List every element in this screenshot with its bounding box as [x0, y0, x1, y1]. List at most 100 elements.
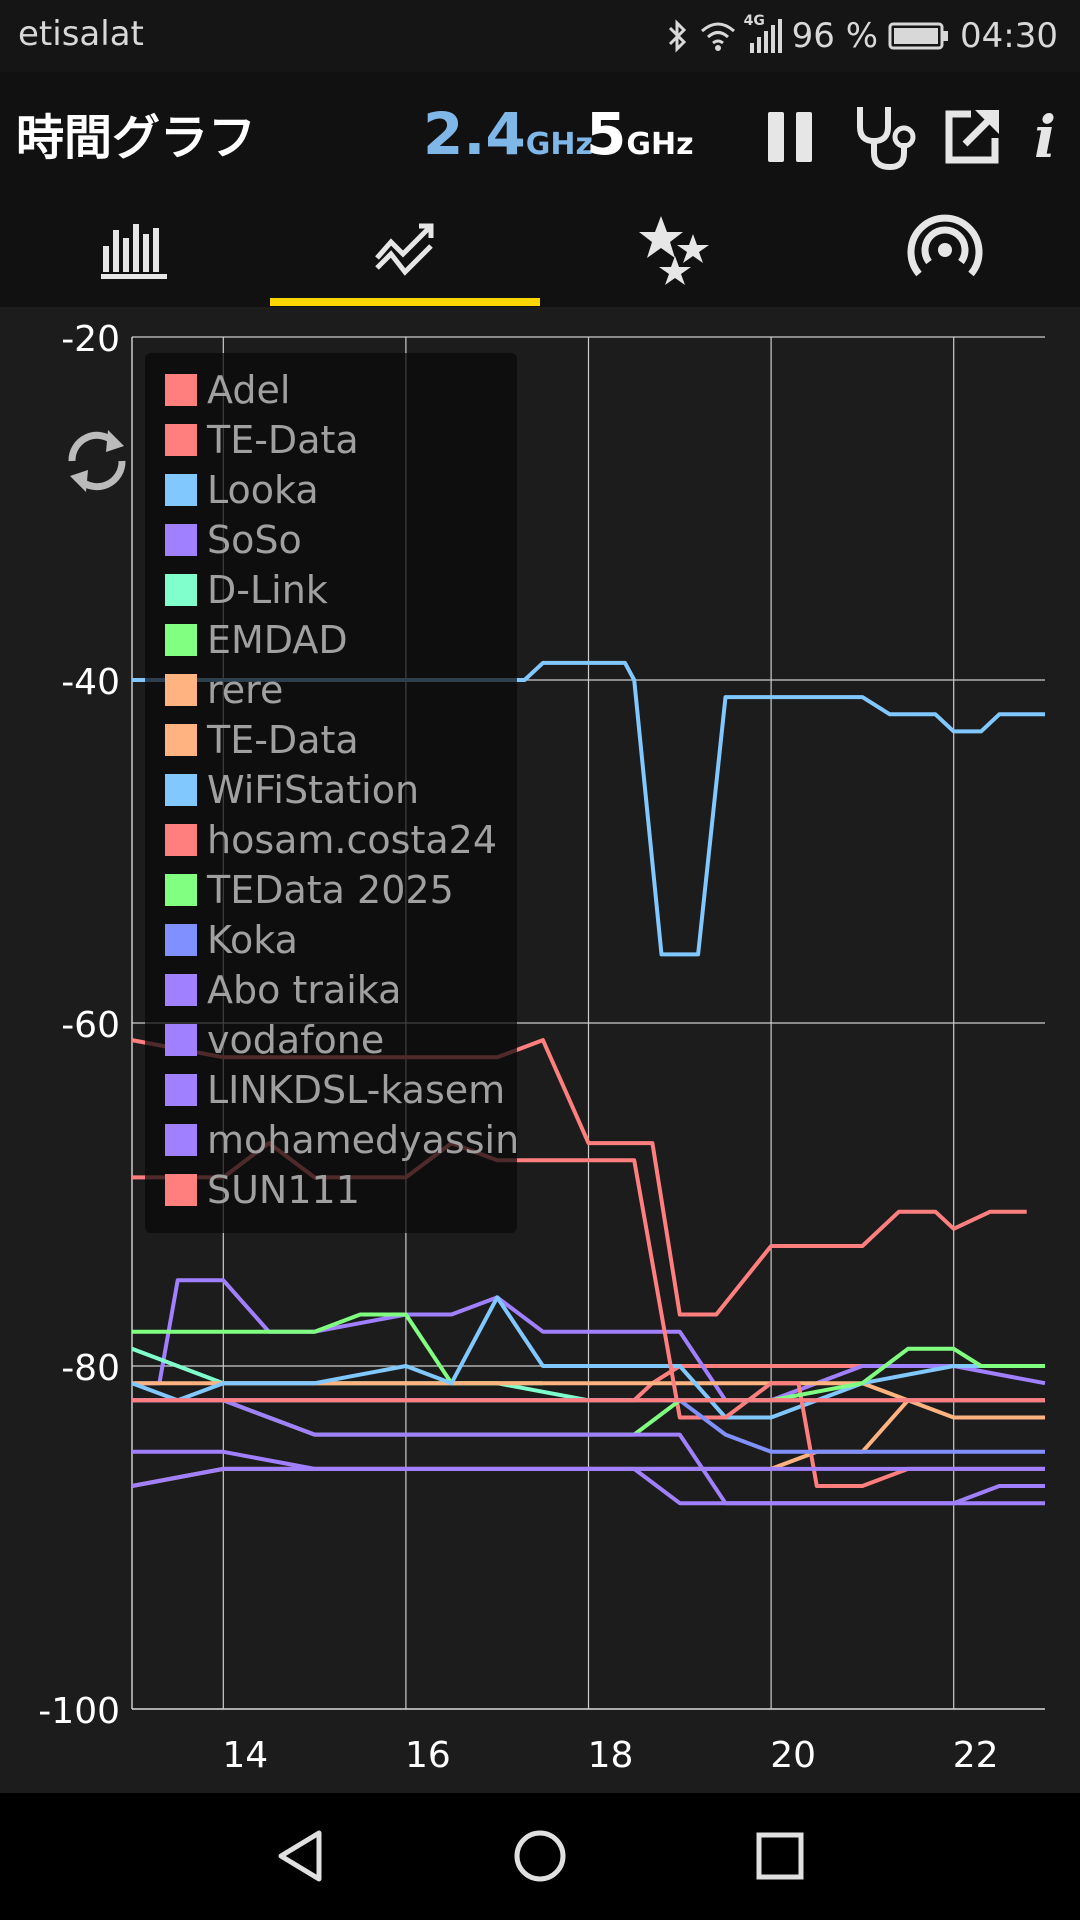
legend-label: TE-Data	[207, 418, 359, 462]
band-5-value: 5	[586, 100, 627, 168]
refresh-icon	[68, 430, 126, 492]
chart-legend: Adel TE-Data Looka SoSo D-Link EMDAD rere TE-Da…	[145, 353, 519, 1233]
diagnose-button[interactable]	[852, 92, 924, 182]
app-bar: 時間グラフ 2.4GHz 5GHz i	[0, 72, 1080, 307]
x-tick-label: 16	[405, 1735, 451, 1776]
x-tick-label: 18	[588, 1735, 634, 1776]
legend-swatch	[165, 1174, 197, 1206]
y-tick-label: -80	[61, 1348, 120, 1389]
legend-item: LINKDSL-kasem	[165, 1065, 505, 1115]
legend-swatch	[165, 824, 197, 856]
network-type: 4G	[743, 13, 765, 29]
legend-swatch	[165, 424, 197, 456]
legend-item: TEData 2025	[165, 865, 454, 915]
legend-item: TE-Data	[165, 415, 359, 465]
legend-item: Adel	[165, 365, 290, 415]
clock: 04:30	[960, 16, 1058, 56]
recents-button[interactable]	[745, 1821, 815, 1891]
legend-label: TEData 2025	[207, 868, 454, 912]
legend-swatch	[165, 474, 197, 506]
legend-item: SUN111	[165, 1165, 360, 1215]
refresh-button[interactable]	[60, 424, 134, 498]
status-icons: 4G 96 % 04:30	[666, 12, 1058, 60]
band-5-unit: GHz	[626, 127, 694, 162]
legend-label: vodafone	[207, 1018, 385, 1062]
legend-swatch	[165, 974, 197, 1006]
legend-swatch	[165, 924, 197, 956]
status-bar: etisalat 4G 96 % 04:30	[0, 0, 1080, 72]
x-tick-label: 22	[953, 1735, 999, 1776]
tab-channel-rating[interactable]	[540, 192, 810, 307]
legend-item: D-Link	[165, 565, 328, 615]
legend-item: WiFiStation	[165, 765, 419, 815]
y-tick-label: -20	[61, 319, 120, 360]
legend-label: D-Link	[207, 568, 328, 612]
back-button[interactable]	[265, 1821, 335, 1891]
wifi-icon	[700, 21, 736, 51]
legend-label: rere	[207, 668, 284, 712]
share-button[interactable]	[936, 92, 1008, 182]
pause-button[interactable]	[754, 92, 826, 182]
legend-swatch	[165, 374, 197, 406]
band-2-4-value: 2.4	[423, 100, 526, 168]
tab-time-graph[interactable]	[270, 192, 540, 307]
legend-label: SUN111	[207, 1168, 360, 1212]
legend-label: Looka	[207, 468, 319, 512]
wifi-signal-icon	[907, 214, 983, 276]
x-tick-label: 20	[770, 1735, 816, 1776]
y-tick-label: -100	[38, 1691, 120, 1732]
stethoscope-icon	[857, 107, 916, 171]
series-line-3	[132, 1278, 1046, 1403]
legend-label: EMDAD	[207, 618, 348, 662]
legend-swatch	[165, 1074, 197, 1106]
legend-label: WiFiStation	[207, 768, 420, 812]
legend-item: rere	[165, 665, 283, 715]
bluetooth-icon	[666, 18, 690, 54]
legend-swatch	[165, 724, 197, 756]
info-button[interactable]: i	[1010, 92, 1080, 182]
legend-swatch	[165, 574, 197, 606]
legend-swatch	[165, 874, 197, 906]
home-icon	[514, 1830, 566, 1882]
trend-icon	[375, 223, 434, 276]
legend-item: Looka	[165, 465, 319, 515]
page-title: 時間グラフ	[16, 110, 257, 166]
legend-swatch	[165, 624, 197, 656]
band-2-4ghz-button[interactable]: 2.4GHz	[423, 100, 593, 168]
y-tick-label: -40	[61, 662, 120, 703]
band-2-4-unit: GHz	[525, 127, 593, 162]
legend-item: mohamedyassin	[165, 1115, 519, 1165]
legend-item: SoSo	[165, 515, 302, 565]
home-button[interactable]	[505, 1821, 575, 1891]
legend-item: vodafone	[165, 1015, 384, 1065]
bar-chart-icon	[101, 223, 167, 279]
recents-icon	[756, 1832, 804, 1880]
legend-item: TE-Data	[165, 715, 359, 765]
legend-label: TE-Data	[207, 718, 359, 762]
legend-item: Abo traika	[165, 965, 401, 1015]
share-icon	[945, 110, 999, 164]
series-line-14	[131, 1466, 1045, 1506]
battery-percent: 96 %	[791, 16, 879, 56]
legend-swatch	[165, 1024, 197, 1056]
tab-access-points[interactable]	[810, 192, 1080, 307]
band-5ghz-button[interactable]: 5GHz	[586, 100, 694, 168]
y-tick-label: -60	[61, 1005, 120, 1046]
legend-swatch	[165, 674, 197, 706]
selected-tab-indicator	[270, 298, 540, 306]
legend-label: Koka	[207, 918, 298, 962]
legend-label: Abo traika	[207, 968, 402, 1012]
nav-bar	[0, 1793, 1080, 1920]
tab-channel-graph[interactable]	[0, 192, 270, 307]
signal-icon: 4G	[744, 13, 782, 53]
legend-label: hosam.costa24	[207, 818, 497, 862]
pause-icon	[768, 112, 812, 162]
legend-swatch	[165, 524, 197, 556]
legend-swatch	[165, 1124, 197, 1156]
legend-label: SoSo	[207, 518, 302, 562]
battery-icon	[888, 21, 950, 51]
carrier-name: etisalat	[18, 14, 144, 54]
legend-item: Koka	[165, 915, 298, 965]
legend-label: LINKDSL-kasem	[207, 1068, 506, 1112]
x-tick-label: 14	[222, 1735, 268, 1776]
